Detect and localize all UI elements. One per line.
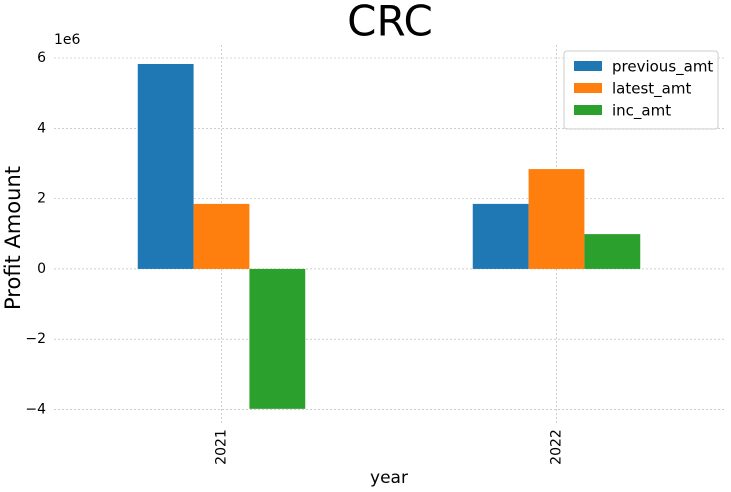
bar	[249, 268, 306, 409]
legend-label: inc_amt	[612, 102, 671, 121]
y-tick-label: −4	[25, 402, 46, 418]
y-tick-label: 6	[37, 50, 46, 66]
y-tick-label: −2	[25, 331, 46, 347]
chart-title: CRC	[347, 0, 433, 46]
y-tick-label: 0	[37, 261, 46, 277]
x-tick-label: 2022	[549, 429, 565, 465]
x-axis-label: year	[370, 468, 408, 488]
legend-swatch	[574, 83, 602, 93]
y-tick-label: 4	[37, 120, 46, 136]
legend-box	[563, 50, 719, 130]
legend-label: previous_amt	[612, 58, 713, 77]
x-tick-label: 2021	[214, 429, 230, 465]
y-offset-label: 1e6	[54, 32, 81, 48]
bar	[584, 234, 641, 269]
bar	[472, 203, 529, 269]
legend: previous_amt latest_amt inc_amt	[563, 50, 719, 130]
legend-swatch	[574, 61, 602, 71]
bar	[137, 63, 194, 269]
bar	[528, 169, 585, 269]
y-axis-label: Profit Amount	[1, 166, 25, 310]
bar	[193, 203, 250, 269]
legend-label: latest_amt	[612, 80, 691, 99]
y-tick-label: 2	[37, 191, 46, 207]
legend-swatch	[574, 105, 602, 115]
